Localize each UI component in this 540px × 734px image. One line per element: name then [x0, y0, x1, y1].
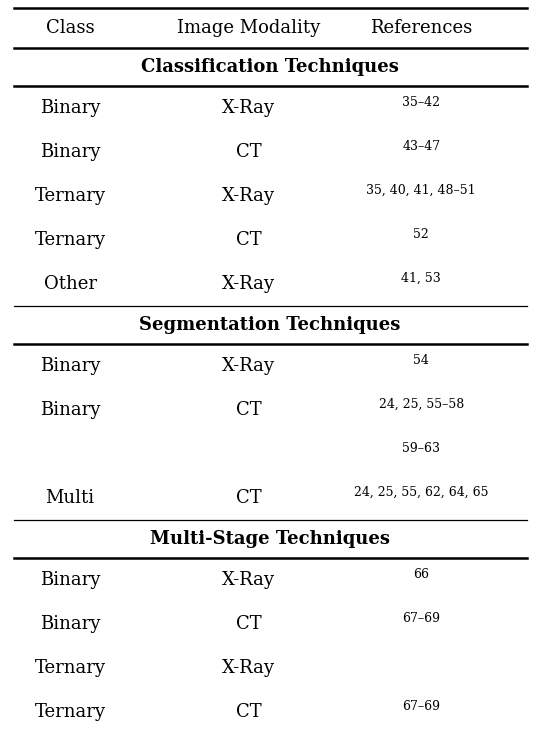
Text: 24, 25, 55–58: 24, 25, 55–58 [379, 399, 464, 411]
Text: Binary: Binary [40, 571, 100, 589]
Text: CT: CT [235, 143, 261, 161]
Text: 24, 25, 55, 62, 64, 65: 24, 25, 55, 62, 64, 65 [354, 486, 489, 499]
Text: Ternary: Ternary [35, 659, 106, 677]
Text: Binary: Binary [40, 615, 100, 633]
Text: 43–47: 43–47 [402, 140, 440, 153]
Text: References: References [370, 19, 472, 37]
Text: 54: 54 [413, 355, 429, 367]
Text: Binary: Binary [40, 401, 100, 419]
Text: CT: CT [235, 615, 261, 633]
Text: X-Ray: X-Ray [222, 659, 275, 677]
Text: CT: CT [235, 401, 261, 419]
Text: Binary: Binary [40, 357, 100, 375]
Text: X-Ray: X-Ray [222, 357, 275, 375]
Text: 52: 52 [413, 228, 429, 241]
Text: X-Ray: X-Ray [222, 187, 275, 205]
Text: 41, 53: 41, 53 [401, 272, 441, 286]
Text: CT: CT [235, 231, 261, 249]
Text: 35, 40, 41, 48–51: 35, 40, 41, 48–51 [366, 184, 476, 197]
Text: Ternary: Ternary [35, 703, 106, 721]
Text: X-Ray: X-Ray [222, 571, 275, 589]
Text: Ternary: Ternary [35, 187, 106, 205]
Text: Other: Other [44, 275, 97, 293]
Text: CT: CT [235, 703, 261, 721]
Text: 35–42: 35–42 [402, 96, 440, 109]
Text: Multi: Multi [46, 489, 94, 507]
Text: Segmentation Techniques: Segmentation Techniques [139, 316, 401, 334]
Text: Binary: Binary [40, 99, 100, 117]
Text: 59–63: 59–63 [402, 442, 440, 455]
Text: Ternary: Ternary [35, 231, 106, 249]
Text: Classification Techniques: Classification Techniques [141, 58, 399, 76]
Text: CT: CT [235, 489, 261, 507]
Text: Class: Class [46, 19, 94, 37]
Text: X-Ray: X-Ray [222, 275, 275, 293]
Text: 67–69: 67–69 [402, 612, 440, 625]
Text: Image Modality: Image Modality [177, 19, 320, 37]
Text: 66: 66 [413, 568, 429, 581]
Text: Multi-Stage Techniques: Multi-Stage Techniques [150, 530, 390, 548]
Text: X-Ray: X-Ray [222, 99, 275, 117]
Text: 67–69: 67–69 [402, 700, 440, 713]
Text: Binary: Binary [40, 143, 100, 161]
